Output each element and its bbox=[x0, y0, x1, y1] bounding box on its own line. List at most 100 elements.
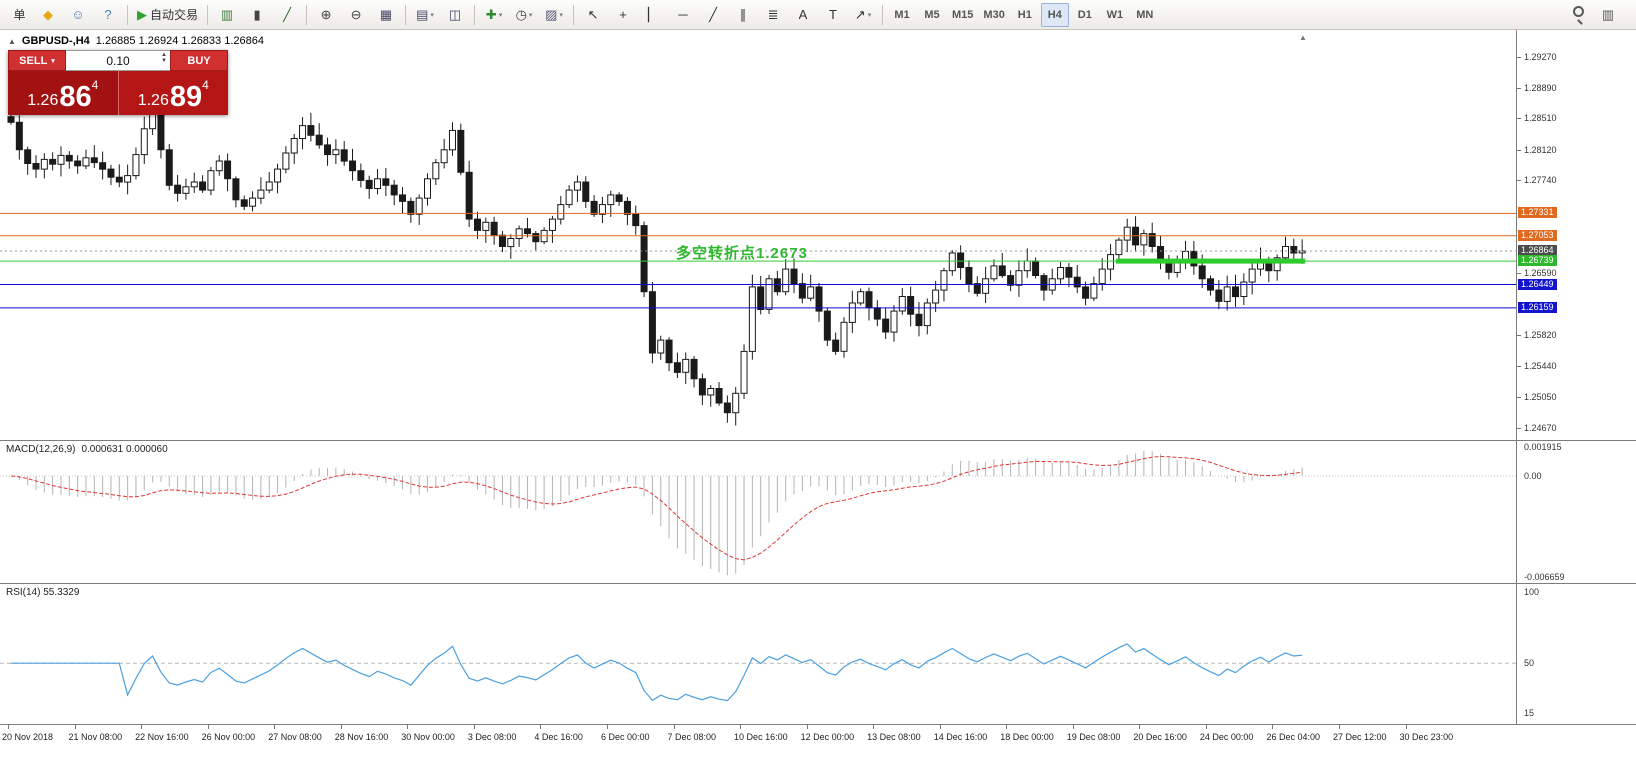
autotrading-button[interactable]: ▶ 自动交易 bbox=[137, 7, 199, 22]
time-axis-label: 22 Nov 16:00 bbox=[135, 732, 189, 742]
time-axis-tick bbox=[873, 725, 875, 729]
arrows-tool[interactable]: ↗ ▾ bbox=[854, 7, 872, 22]
price-scale-label: 0.00 bbox=[1524, 471, 1542, 481]
price-scale-label bbox=[1517, 57, 1521, 58]
indicators-button[interactable]: ✚ ▾ bbox=[485, 7, 503, 22]
periods-button[interactable]: ◷ ▾ bbox=[515, 7, 533, 22]
sell-options-caret-icon[interactable]: ▾ bbox=[51, 57, 55, 65]
bar-chart-icon[interactable]: ▥ bbox=[220, 7, 234, 22]
time-axis-label: 7 Dec 08:00 bbox=[667, 732, 717, 742]
trendline-tool[interactable]: ╱ bbox=[709, 7, 717, 22]
one-click-trading-panel: SELL ▾ 0.10 ▲ ▼ BUY 1.26 86 4 1.26 89 4 bbox=[8, 50, 228, 115]
horizontal-line-tool[interactable]: ─ bbox=[678, 7, 688, 22]
text-tool[interactable]: A bbox=[798, 7, 808, 22]
price-scale-label: 50 bbox=[1524, 658, 1535, 668]
scroll-position-marker-icon[interactable]: ▲ bbox=[1299, 33, 1307, 42]
new-order-button[interactable]: 单 bbox=[13, 8, 26, 22]
time-axis-tick bbox=[74, 725, 76, 729]
vertical-line-tool[interactable]: ▏ bbox=[648, 7, 659, 22]
time-axis-label: 13 Dec 08:00 bbox=[867, 732, 921, 742]
buy-price-display[interactable]: 1.26 89 4 bbox=[118, 71, 228, 115]
search-icon[interactable] bbox=[1564, 3, 1592, 27]
fibonacci-tool[interactable]: ≣ bbox=[767, 7, 779, 22]
time-axis-tick bbox=[540, 725, 542, 729]
time-axis-tick bbox=[806, 725, 808, 729]
timeframe-m15[interactable]: M15 bbox=[952, 8, 974, 21]
data-window-icon[interactable]: ▥ bbox=[1601, 7, 1615, 22]
price-scale-label: 1.25050 bbox=[1524, 392, 1557, 402]
crosshair-tool[interactable]: + bbox=[619, 7, 627, 22]
time-axis-label: 19 Dec 08:00 bbox=[1066, 732, 1121, 742]
price-scale-label bbox=[1517, 150, 1521, 151]
timeframe-d1[interactable]: D1 bbox=[1077, 8, 1092, 21]
timeframe-w1[interactable]: W1 bbox=[1106, 8, 1124, 21]
macd-values: 0.000631 0.000060 bbox=[81, 444, 168, 455]
time-axis-label: 10 Dec 16:00 bbox=[734, 732, 788, 742]
price-level-badge: 1.26864 bbox=[1518, 245, 1557, 256]
timeframe-m30[interactable]: M30 bbox=[983, 8, 1005, 21]
time-axis-label: 6 Dec 00:00 bbox=[600, 732, 650, 742]
price-scale[interactable]: 1.29270 1.28890 1.28510 1.28120 1.27740 1.265… bbox=[1516, 30, 1636, 725]
candlestick-chart-icon[interactable]: ▮ bbox=[253, 7, 261, 22]
rsi-label: RSI(14) 55.3329 bbox=[6, 587, 80, 598]
timeframe-h4[interactable]: H4 bbox=[1040, 2, 1069, 27]
time-axis-tick bbox=[1072, 725, 1074, 729]
sell-price-display[interactable]: 1.26 86 4 bbox=[8, 71, 119, 115]
time-axis-label: 18 Dec 00:00 bbox=[1000, 732, 1054, 742]
time-axis-label: 30 Dec 23:00 bbox=[1399, 732, 1454, 742]
time-axis-tick bbox=[1139, 725, 1141, 729]
volume-steppers[interactable]: ▲ ▼ bbox=[161, 52, 167, 64]
trade-panel-toggle-icon[interactable]: ▲ bbox=[8, 36, 16, 46]
time-axis-label: 27 Dec 12:00 bbox=[1333, 732, 1387, 742]
rsi-chart[interactable] bbox=[0, 584, 1516, 724]
ohlc-values: 1.26885 1.26924 1.26833 1.26864 bbox=[95, 35, 264, 47]
help-icon[interactable]: ? bbox=[104, 7, 112, 22]
tile-windows-icon[interactable]: ▦ bbox=[379, 7, 393, 22]
zoom-in-button[interactable]: ⊕ bbox=[320, 7, 332, 22]
community-icon[interactable]: ☺ bbox=[71, 7, 85, 22]
macd-chart[interactable] bbox=[0, 441, 1516, 583]
symbol-period-label: GBPUSD-,H4 bbox=[21, 35, 90, 47]
time-axis-tick bbox=[340, 725, 342, 729]
label-tool[interactable]: T bbox=[829, 7, 837, 22]
profiles-icon[interactable]: ◫ bbox=[448, 7, 462, 22]
price-scale-label: 1.24670 bbox=[1524, 423, 1557, 433]
price-scale-label: 1.28890 bbox=[1524, 83, 1557, 93]
channel-tool[interactable]: ∥ bbox=[739, 7, 747, 22]
macd-label: MACD(12,26,9) 0.000631 0.000060 bbox=[6, 444, 168, 455]
time-axis-label: 20 Dec 16:00 bbox=[1133, 732, 1187, 742]
timeframe-mn[interactable]: MN bbox=[1136, 8, 1154, 21]
time-axis[interactable]: 20 Nov 2018 21 Nov 08:00 22 Nov 16:00 26 No… bbox=[0, 725, 1636, 751]
price-scale-label bbox=[1517, 397, 1521, 398]
cursor-tool[interactable]: ↖ bbox=[587, 7, 599, 22]
timeframe-m1[interactable]: M1 bbox=[894, 8, 910, 21]
symbol-line: ▲ GBPUSD-,H4 1.26885 1.26924 1.26833 1.2… bbox=[8, 35, 264, 47]
price-scale-label bbox=[1517, 428, 1521, 429]
line-chart-icon[interactable]: ╱ bbox=[283, 7, 291, 22]
sell-button[interactable]: SELL ▾ bbox=[8, 50, 66, 71]
time-axis-label: 3 Dec 08:00 bbox=[467, 732, 517, 742]
templates-button[interactable]: ▨ ▾ bbox=[545, 7, 563, 22]
timeframe-h1[interactable]: H1 bbox=[1017, 8, 1032, 21]
price-chart[interactable] bbox=[0, 30, 1516, 440]
volume-input[interactable]: 0.10 ▲ ▼ bbox=[66, 50, 170, 71]
chart-annotation: 多空转折点1.2673 bbox=[676, 245, 808, 262]
zoom-out-button[interactable]: ⊖ bbox=[350, 7, 362, 22]
time-axis-tick bbox=[8, 725, 9, 729]
time-axis-label: 20 Nov 2018 bbox=[2, 732, 54, 742]
rsi-pane[interactable]: RSI(14) 55.3329 bbox=[0, 584, 1636, 725]
time-axis-tick bbox=[407, 725, 409, 729]
macd-pane[interactable]: MACD(12,26,9) 0.000631 0.000060 bbox=[0, 441, 1636, 584]
price-scale-label: 1.28120 bbox=[1524, 145, 1557, 155]
time-axis-tick bbox=[1205, 725, 1207, 729]
price-level-badge: 1.27331 bbox=[1518, 207, 1557, 218]
time-axis-tick bbox=[673, 725, 675, 729]
timeframe-m5[interactable]: M5 bbox=[924, 8, 940, 21]
arrange-charts-icon[interactable]: ▤ ▾ bbox=[416, 7, 434, 22]
price-scale-label: 1.28510 bbox=[1524, 113, 1557, 123]
favorites-icon[interactable]: ◆ bbox=[43, 7, 53, 22]
buy-button[interactable]: BUY bbox=[170, 50, 228, 71]
time-axis-tick bbox=[1339, 725, 1340, 729]
time-axis-tick bbox=[1272, 725, 1274, 729]
main-chart-pane[interactable] bbox=[0, 30, 1636, 441]
